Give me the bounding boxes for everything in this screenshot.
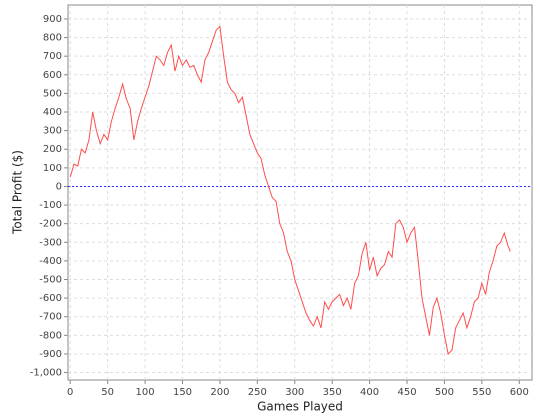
x-tick-label: 600 — [510, 387, 529, 398]
x-tick-label: 200 — [210, 387, 229, 398]
x-tick-label: 150 — [173, 387, 192, 398]
y-tick-label: -700 — [39, 312, 62, 323]
data-line — [69, 25, 511, 355]
y-tick-label: 800 — [43, 33, 62, 44]
x-tick-label: 350 — [323, 387, 342, 398]
x-tick-label: 0 — [67, 387, 73, 398]
y-tick-label: 500 — [43, 88, 62, 99]
y-tick-label: -800 — [39, 330, 62, 341]
y-axis-title: Total Profit ($) — [11, 150, 25, 235]
y-tick-label: -600 — [39, 293, 62, 304]
y-tick-label: 100 — [43, 163, 62, 174]
y-tick-label: -500 — [39, 275, 62, 286]
x-tick-label: 400 — [360, 387, 379, 398]
y-tick-label: 200 — [43, 144, 62, 155]
plot-area — [67, 4, 533, 381]
y-tick-label: -400 — [39, 256, 62, 267]
x-tick-label: 250 — [248, 387, 267, 398]
y-tick-label: -200 — [39, 219, 62, 230]
x-axis-title: Games Played — [257, 400, 343, 414]
y-tick-label: -300 — [39, 237, 62, 248]
x-tick-label: 500 — [435, 387, 454, 398]
y-tick-label: -100 — [39, 200, 62, 211]
y-tick-label: -1,000 — [30, 368, 62, 379]
y-tick-label: 600 — [43, 70, 62, 81]
y-tick-label: 300 — [43, 126, 62, 137]
y-tick-label: 900 — [43, 14, 62, 25]
y-tick-label: 700 — [43, 51, 62, 62]
x-tick-label: 300 — [285, 387, 304, 398]
y-tick-label: 0 — [56, 181, 62, 192]
y-tick-label: 400 — [43, 107, 62, 118]
x-tick-label: 50 — [101, 387, 114, 398]
x-tick-label: 100 — [136, 387, 155, 398]
y-tick-label: -900 — [39, 349, 62, 360]
x-tick-label: 550 — [472, 387, 491, 398]
x-tick-label: 450 — [397, 387, 416, 398]
